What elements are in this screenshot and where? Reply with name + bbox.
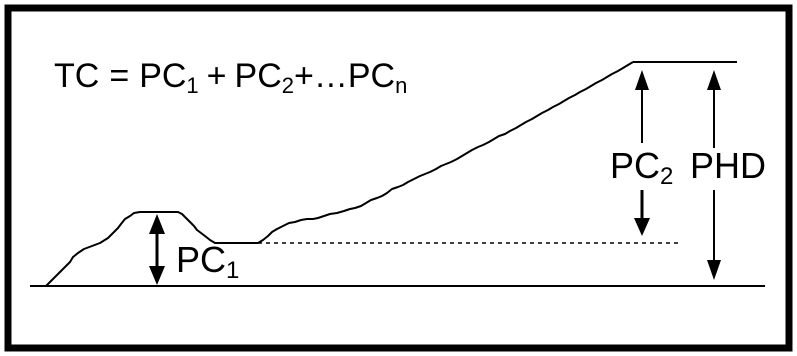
phd-arrow bbox=[707, 70, 721, 280]
formula-term1-base: PC bbox=[139, 57, 186, 95]
pc2-arrow bbox=[634, 70, 650, 236]
formula-lhs: TC bbox=[54, 57, 99, 95]
pc2-label: PC2 bbox=[610, 145, 673, 190]
pc1-label: PC1 bbox=[176, 239, 239, 284]
formula: TC = PC1 + PC2+…PCn bbox=[54, 57, 407, 98]
pc2-label-base: PC bbox=[610, 145, 660, 186]
pc1-label-base: PC bbox=[176, 239, 226, 280]
formula-termn-base: PC bbox=[348, 57, 395, 95]
outer-border bbox=[4, 4, 793, 352]
phd-label: PHD bbox=[690, 145, 766, 186]
formula-termn-sub: n bbox=[395, 73, 407, 98]
formula-equals: = bbox=[109, 57, 129, 95]
formula-term2-base: PC bbox=[235, 57, 282, 95]
formula-term1-sub: 1 bbox=[186, 73, 198, 98]
ground-profile bbox=[45, 61, 634, 287]
pc2-label-sub: 2 bbox=[660, 163, 673, 190]
formula-plus2: +… bbox=[294, 57, 348, 95]
formula-plus1: + bbox=[207, 57, 227, 95]
formula-term2-sub: 2 bbox=[282, 73, 294, 98]
pc1-arrow bbox=[149, 214, 165, 285]
pc1-label-sub: 1 bbox=[226, 257, 239, 284]
